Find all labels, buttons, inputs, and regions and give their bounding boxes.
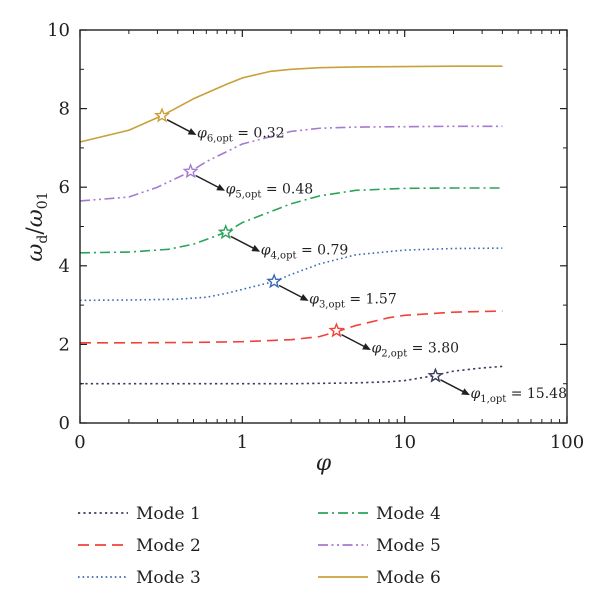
y-tick-label: 0 [59, 413, 70, 434]
optimum-label-symbol: φ [470, 386, 480, 402]
series-line-mode-4 [79, 187, 503, 254]
y-tick-label: 4 [59, 256, 70, 277]
optimum-arrowhead-mode-2 [362, 343, 371, 350]
optimum-label-value: = 1.57 [345, 292, 397, 308]
optimum-arrowhead-mode-3 [299, 294, 309, 301]
optimum-label-symbol: φ [371, 341, 381, 357]
y-tick-label: 8 [59, 99, 70, 120]
optimum-label-subscript: 1,opt [480, 394, 506, 405]
optimum-star-mode-4 [217, 223, 234, 240]
optimum-label-value: = 0.79 [297, 242, 349, 258]
y-axis-label-part: / [23, 227, 48, 235]
optimum-label-value: = 3.80 [407, 341, 459, 357]
legend-label-mode-4: Mode 4 [376, 504, 441, 524]
optimum-label-symbol: φ [309, 292, 319, 308]
y-axis-label-part: 01 [35, 191, 51, 209]
y-axis-label-part: d [35, 235, 51, 244]
legend-label-mode-5: Mode 5 [376, 536, 441, 556]
y-tick-label: 2 [59, 334, 70, 355]
x-tick-label: 1 [237, 432, 248, 453]
optimum-star-mode-1 [427, 367, 444, 383]
optimum-star-mode-3 [266, 273, 283, 289]
optimum-label-mode-6: φ6,opt = 0.32 [197, 126, 285, 145]
optimum-arrow-mode-3 [278, 284, 305, 300]
optimum-arrow-mode-6 [166, 119, 193, 134]
optimum-label-mode-4: φ4,opt = 0.79 [261, 242, 349, 261]
optimum-arrowhead-mode-4 [251, 244, 261, 252]
optimum-label-subscript: 6,opt [207, 134, 233, 145]
optimum-label-subscript: 5,opt [235, 189, 261, 200]
optimum-label-symbol: φ [261, 242, 271, 258]
optimum-label-value: = 0.48 [261, 181, 313, 197]
optimum-label-subscript: 4,opt [271, 250, 297, 261]
x-tick-label: 10 [393, 432, 416, 453]
y-tick-label: 10 [47, 20, 70, 41]
optimum-label-mode-5: φ5,opt = 0.48 [226, 181, 314, 200]
optimum-label-mode-1: φ1,opt = 15.48 [470, 386, 567, 405]
optimum-star-mode-5 [182, 163, 199, 179]
plot-frame [79, 29, 568, 424]
optimum-arrow-mode-5 [195, 174, 221, 190]
optimum-label-symbol: φ [226, 181, 236, 197]
optimum-label-value: = 15.48 [506, 386, 567, 402]
optimum-arrowhead-mode-1 [461, 388, 470, 396]
y-tick-label: 6 [59, 177, 70, 198]
legend-label-mode-2: Mode 2 [136, 536, 201, 556]
legend-label-mode-3: Mode 3 [136, 568, 201, 588]
optimum-star-mode-6 [153, 107, 171, 123]
optimum-label-value: = 0.32 [233, 126, 285, 142]
optimum-label-subscript: 2,opt [381, 349, 407, 360]
optimum-star-mode-2 [328, 322, 345, 338]
series-line-mode-3 [79, 247, 503, 302]
optimum-arrowhead-mode-5 [216, 183, 226, 191]
optimum-arrow-mode-4 [230, 235, 257, 251]
optimum-arrowhead-mode-6 [187, 128, 197, 135]
y-axis-label: ωd/ω01 [23, 191, 51, 261]
x-tick-label: 100 [550, 432, 584, 453]
optimum-label-mode-3: φ3,opt = 1.57 [309, 292, 397, 311]
optimum-label-mode-2: φ2,opt = 3.80 [371, 341, 459, 360]
optimum-label-subscript: 3,opt [319, 300, 345, 311]
legend-label-mode-1: Mode 1 [136, 504, 201, 524]
x-tick-label: 0 [74, 432, 85, 453]
optimum-arrow-mode-1 [440, 379, 466, 394]
y-axis-label-part: ω [23, 244, 48, 262]
optimum-arrow-mode-2 [341, 333, 367, 349]
legend-label-mode-6: Mode 6 [376, 568, 441, 588]
y-axis-label-part: ω [23, 209, 48, 227]
series-line-mode-2 [80, 310, 503, 344]
series-line-mode-1 [80, 365, 503, 385]
optimum-label-symbol: φ [197, 126, 207, 142]
x-axis-label: φ [316, 451, 332, 476]
series-line-mode-5 [79, 125, 503, 202]
